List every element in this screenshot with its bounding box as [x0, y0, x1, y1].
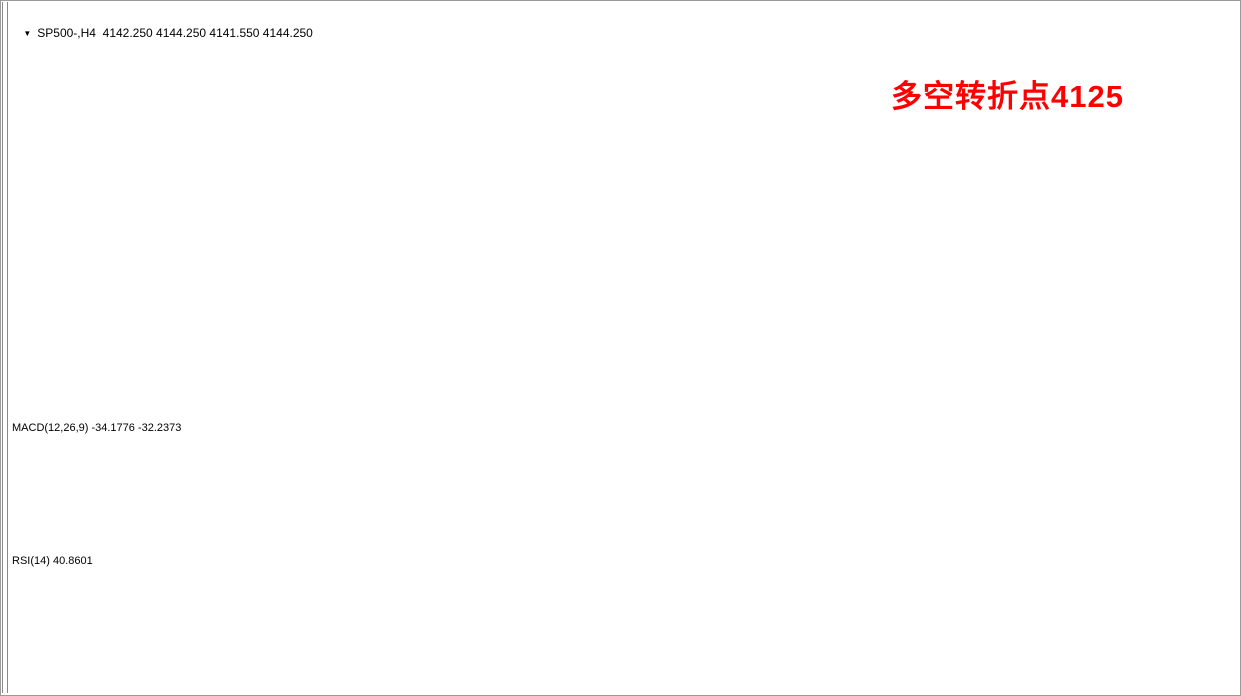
chart-title: ▼ SP500-,H4 4142.250 4144.250 4141.550 41…: [10, 12, 313, 54]
macd-indicator-label: MACD(12,26,9) -34.1776 -32.2373: [12, 422, 182, 434]
window-left-edge: [2, 2, 3, 693]
annotation-text[interactable]: 多空转折点4125: [891, 79, 1124, 114]
chart-ohlc: 4142.250 4144.250 4141.550 4144.250: [102, 26, 313, 40]
window-left-edge-inner: [7, 2, 8, 693]
chart-menu-triangle-icon[interactable]: ▼: [23, 29, 32, 38]
rsi-indicator-label: RSI(14) 40.8601: [12, 555, 93, 567]
chart-symbol-period: SP500-,H4: [37, 26, 96, 40]
